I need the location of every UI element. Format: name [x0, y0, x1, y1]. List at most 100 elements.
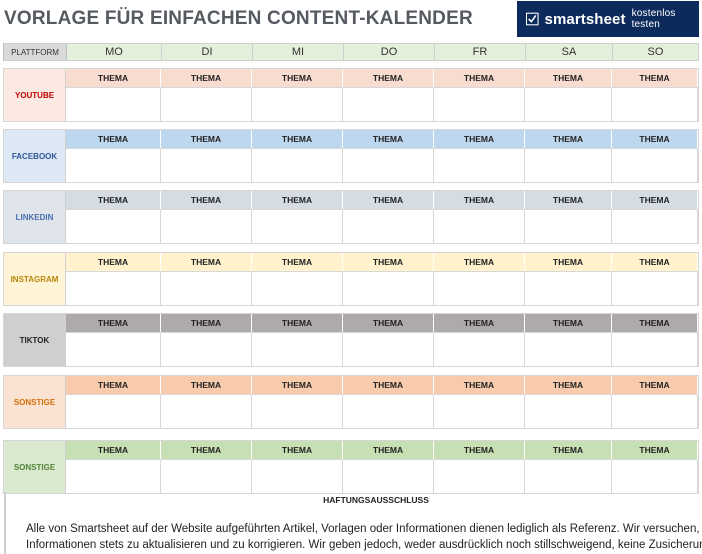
- content-cell[interactable]: [434, 87, 525, 121]
- thema-cell: THEMA: [343, 253, 434, 271]
- disclaimer-text: Alle von Smartsheet auf der Website aufg…: [26, 521, 702, 553]
- content-cell[interactable]: [525, 394, 612, 428]
- platform-block: YOUTUBE THEMA THEMA THEMA THEMA THEMA THEMA THE…: [3, 68, 699, 122]
- content-cell[interactable]: [66, 332, 161, 366]
- content-cell[interactable]: [434, 394, 525, 428]
- thema-cell: THEMA: [161, 441, 252, 459]
- day-header-mi: MI: [253, 44, 344, 60]
- content-cell[interactable]: [66, 148, 161, 182]
- disclaimer-line-1: Alle von Smartsheet auf der Website aufg…: [26, 523, 702, 535]
- thema-cell: THEMA: [66, 69, 161, 87]
- thema-cell: THEMA: [343, 314, 434, 332]
- thema-cell: THEMA: [66, 314, 161, 332]
- platform-block: FACEBOOK THEMA THEMA THEMA THEMA THEMA THEMA TH…: [3, 129, 699, 183]
- content-cell[interactable]: [612, 459, 698, 493]
- content-cell[interactable]: [434, 271, 525, 305]
- thema-cell: THEMA: [252, 376, 343, 394]
- content-cell[interactable]: [252, 148, 343, 182]
- platform-block: SONSTIGE THEMA THEMA THEMA THEMA THEMA THEMA TH…: [3, 440, 699, 494]
- content-cell[interactable]: [612, 209, 698, 243]
- content-cell[interactable]: [612, 271, 698, 305]
- content-cell[interactable]: [612, 148, 698, 182]
- content-cell[interactable]: [252, 209, 343, 243]
- content-cell[interactable]: [252, 87, 343, 121]
- platform-block: SONSTIGE THEMA THEMA THEMA THEMA THEMA THEMA TH…: [3, 375, 699, 429]
- content-cell[interactable]: [343, 87, 434, 121]
- platform-label: TIKTOK: [4, 314, 66, 366]
- platform-label: FACEBOOK: [4, 130, 66, 182]
- thema-cell: THEMA: [66, 191, 161, 209]
- content-cell[interactable]: [161, 271, 252, 305]
- thema-cell: THEMA: [66, 376, 161, 394]
- content-cell[interactable]: [343, 332, 434, 366]
- platform-label: LINKEDIN: [4, 191, 66, 243]
- content-cell[interactable]: [161, 394, 252, 428]
- platform-label: SONSTIGE: [4, 441, 66, 493]
- platform-block: INSTAGRAM THEMA THEMA THEMA THEMA THEMA THEMA T…: [3, 252, 699, 306]
- content-cell[interactable]: [252, 394, 343, 428]
- content-cell[interactable]: [434, 459, 525, 493]
- thema-cell: THEMA: [434, 314, 525, 332]
- content-cell[interactable]: [161, 148, 252, 182]
- content-cell[interactable]: [161, 332, 252, 366]
- thema-cell: THEMA: [343, 69, 434, 87]
- platform-header: PLATTFORM: [3, 44, 67, 60]
- page-title: VORLAGE FÜR EINFACHEN CONTENT-KALENDER: [4, 8, 473, 29]
- thema-cell: THEMA: [434, 253, 525, 271]
- content-cell[interactable]: [252, 459, 343, 493]
- thema-cell: THEMA: [161, 253, 252, 271]
- content-cell[interactable]: [66, 459, 161, 493]
- content-cell[interactable]: [161, 209, 252, 243]
- thema-cell: THEMA: [525, 191, 612, 209]
- content-cell[interactable]: [66, 394, 161, 428]
- thema-cell: THEMA: [66, 253, 161, 271]
- content-cell[interactable]: [434, 332, 525, 366]
- thema-cell: THEMA: [252, 191, 343, 209]
- thema-cell: THEMA: [434, 69, 525, 87]
- thema-cell: THEMA: [525, 130, 612, 148]
- content-cell[interactable]: [434, 209, 525, 243]
- thema-cell: THEMA: [612, 69, 698, 87]
- thema-cell: THEMA: [161, 130, 252, 148]
- content-cell[interactable]: [343, 459, 434, 493]
- content-cell[interactable]: [525, 271, 612, 305]
- content-cell[interactable]: [252, 332, 343, 366]
- content-cell[interactable]: [66, 209, 161, 243]
- disclaimer-line-2: Informationen stets zu aktualisieren und…: [26, 539, 702, 551]
- smartsheet-trial-button[interactable]: smartsheet kostenlos testen: [517, 1, 699, 37]
- brand-cta: kostenlos testen: [631, 8, 676, 30]
- content-cell[interactable]: [525, 332, 612, 366]
- content-cell[interactable]: [161, 87, 252, 121]
- thema-cell: THEMA: [612, 314, 698, 332]
- day-header-do: DO: [344, 44, 435, 60]
- content-cell[interactable]: [343, 394, 434, 428]
- content-cell[interactable]: [343, 271, 434, 305]
- day-header-row: PLATTFORM MO DI MI DO FR SA SO: [3, 43, 699, 61]
- content-cell[interactable]: [525, 459, 612, 493]
- content-cell[interactable]: [525, 87, 612, 121]
- content-cell[interactable]: [434, 148, 525, 182]
- platform-block: TIKTOK THEMA THEMA THEMA THEMA THEMA THEMA THEM…: [3, 313, 699, 367]
- content-cell[interactable]: [66, 87, 161, 121]
- content-cell[interactable]: [525, 209, 612, 243]
- content-cell[interactable]: [343, 148, 434, 182]
- platform-label: INSTAGRAM: [4, 253, 66, 305]
- content-cell[interactable]: [66, 271, 161, 305]
- thema-cell: THEMA: [252, 130, 343, 148]
- thema-cell: THEMA: [343, 376, 434, 394]
- thema-cell: THEMA: [161, 69, 252, 87]
- brand-name: smartsheet: [544, 10, 626, 28]
- content-cell[interactable]: [252, 271, 343, 305]
- content-cell[interactable]: [612, 87, 698, 121]
- content-cell[interactable]: [612, 332, 698, 366]
- thema-cell: THEMA: [252, 69, 343, 87]
- content-cell[interactable]: [161, 459, 252, 493]
- content-cell[interactable]: [525, 148, 612, 182]
- thema-cell: THEMA: [434, 376, 525, 394]
- thema-cell: THEMA: [525, 314, 612, 332]
- content-cell[interactable]: [343, 209, 434, 243]
- thema-cell: THEMA: [252, 314, 343, 332]
- thema-cell: THEMA: [343, 191, 434, 209]
- thema-cell: THEMA: [525, 441, 612, 459]
- content-cell[interactable]: [612, 394, 698, 428]
